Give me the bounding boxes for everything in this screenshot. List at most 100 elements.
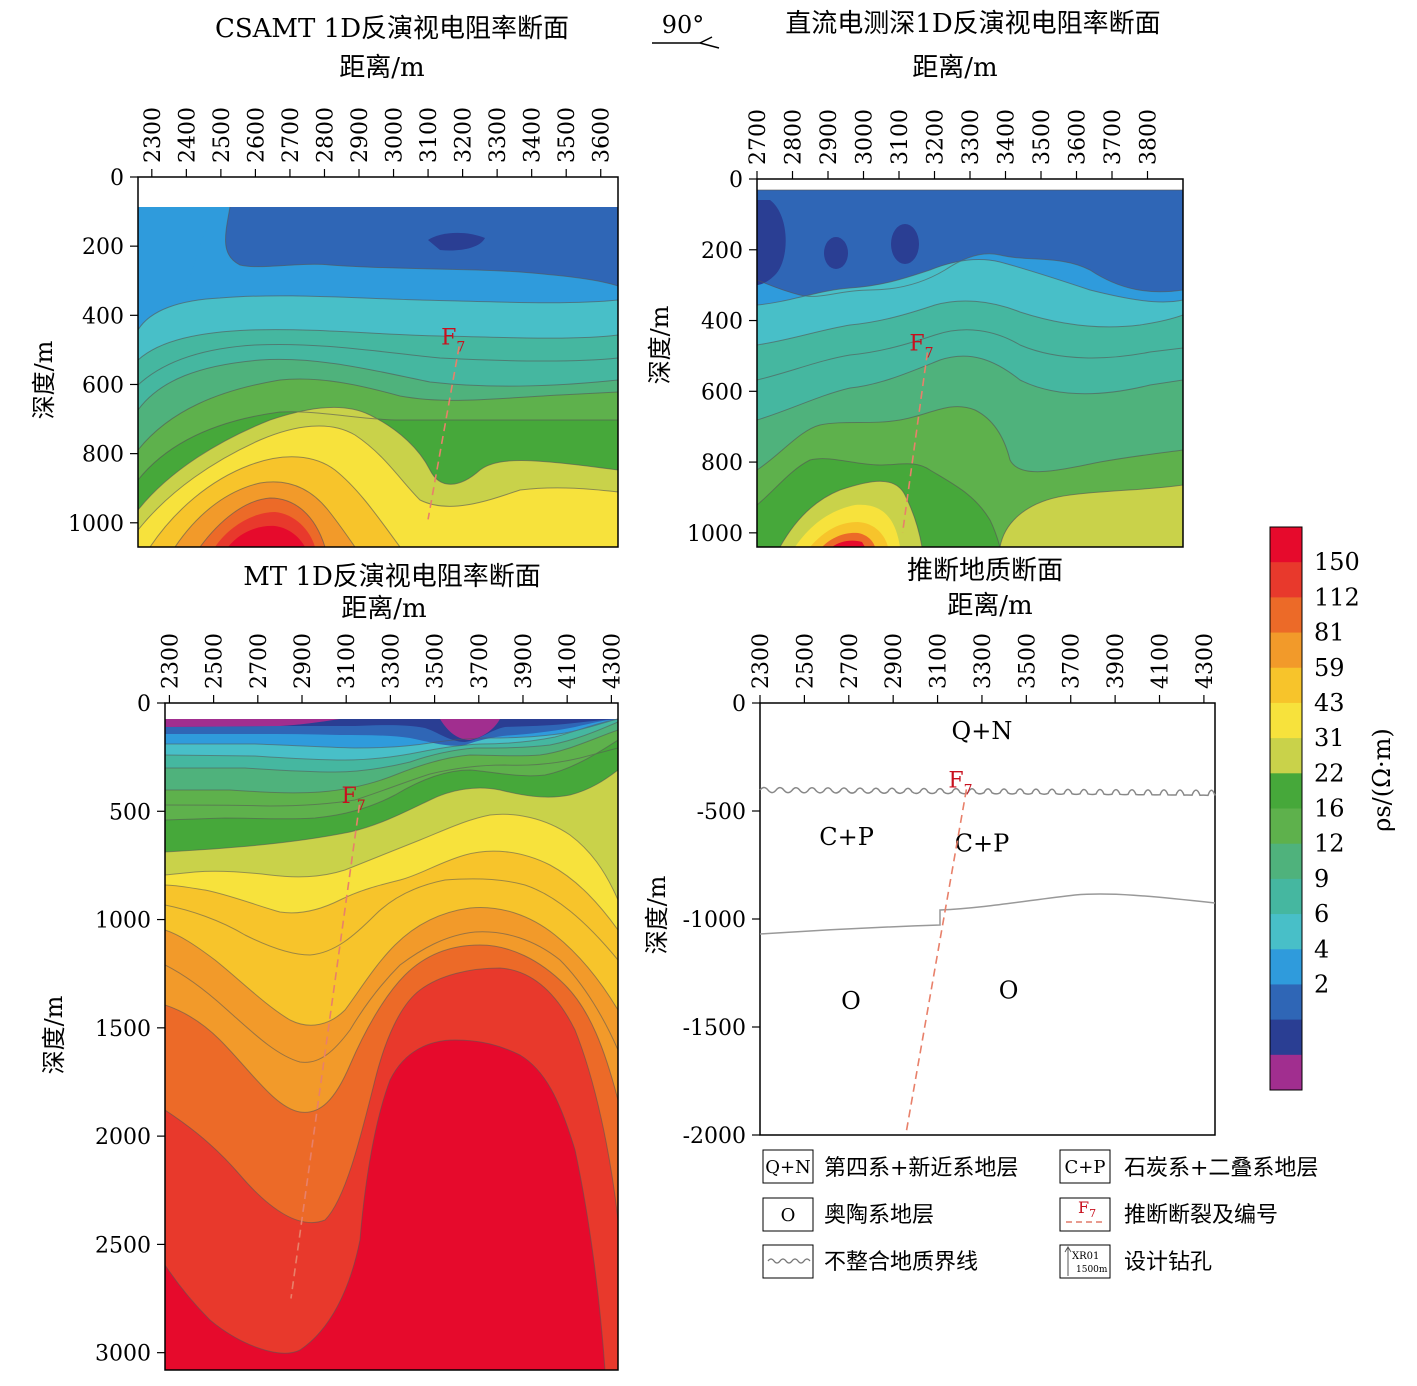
x-tick-label: 3400 [521,107,546,163]
geology-unit-label: O [999,976,1019,1004]
colorbar-swatch [1270,843,1302,880]
legend-label-fault: 推断断裂及编号 [1124,1203,1278,1228]
colorbar-swatch [1270,949,1302,985]
dc-title: 直流电测深1D反演视电阻率断面 [785,9,1160,39]
legend-label-borehole: 设计钻孔 [1124,1250,1212,1275]
x-tick-label: 2900 [882,633,907,689]
x-tick-label: 3300 [379,633,404,689]
x-tick-label: 3900 [512,633,537,689]
csamt-resistivity-field [138,177,618,547]
y-tick-label: 800 [701,451,743,476]
fault-f7-line [901,352,929,533]
formation-boundary-line [759,893,1216,935]
x-tick-label: 2700 [279,107,304,163]
x-tick-label: 3500 [555,107,580,163]
mt-axes: 2300 2500 2700 2900 3100 3300 3500 3700 3900 4100… [40,633,625,1367]
colorbar-swatch [1270,632,1302,669]
y-axis-label: 深度/m [646,305,674,384]
y-axis-label: 深度/m [643,875,671,954]
x-tick-label: 2500 [203,633,228,689]
y-tick-label: 600 [701,380,743,405]
csamt-panel: CSAMT 1D反演视电阻率断面 距离/m [30,14,619,548]
y-axis-label: 深度/m [30,340,58,419]
y-tick-label: 2000 [95,1125,151,1150]
colorbar-level-label: 6 [1314,900,1329,928]
y-tick-label: 200 [701,239,743,264]
legend-label-cp: 石炭系+二叠系地层 [1124,1156,1318,1181]
geology-unit-label: Q+N [952,717,1013,745]
x-tick-label: 3600 [1066,109,1091,165]
csamt-plot-frame [137,176,619,548]
legend-symbol-cp: C+P [1065,1157,1106,1178]
legend-symbol-o: O [781,1205,796,1226]
legend-symbol-qn: Q+N [765,1157,811,1178]
geology-axes: 2300 2500 2700 2900 3100 3300 3500 3700 3900 4100… [643,633,1218,1149]
colorbar-swatch [1270,667,1302,704]
x-tick-label: 3000 [383,107,408,163]
y-tick-label: 2500 [95,1233,151,1258]
x-tick-label: 2900 [348,107,373,163]
x-tick-label: 2400 [175,107,200,163]
geology-unit-label: C+P [819,823,874,851]
y-tick-label: 1000 [95,909,151,934]
x-tick-label: 2300 [158,633,183,689]
colorbar-level-label: 43 [1314,689,1345,717]
x-tick-label: 4100 [1149,633,1174,689]
colorbar-level-label: 4 [1314,935,1329,963]
colorbar-title: ρs/(Ω·m) [1368,728,1396,832]
colorbar-swatch [1270,1054,1302,1091]
x-tick-label: 3100 [417,107,442,163]
y-tick-label: 0 [110,166,124,191]
x-tick-label: 3400 [995,109,1020,165]
colorbar-swatch [1270,984,1302,1021]
colorbar-swatch [1270,914,1302,950]
direction-label: 90° [662,11,705,39]
legend-symbol-borehole: XR01 [1072,1251,1099,1262]
y-tick-label: 0 [732,692,746,717]
x-tick-label: 2900 [817,109,842,165]
x-tick-label: 3700 [1060,633,1085,689]
x-tick-label: 3100 [335,633,360,689]
fault-f7-line [905,789,968,1131]
x-tick-label: 3800 [1137,109,1162,165]
colorbar-swatch [1270,562,1302,598]
geology-units: Q+N C+P C+P O O [819,717,1018,1015]
colorbar-swatch [1270,808,1302,845]
dc-axes: 2700 2800 2900 3000 3100 3200 3300 3400 3500 3600… [646,109,1162,547]
y-tick-label: -1500 [683,1016,746,1041]
colorbar-level-label: 16 [1314,795,1345,823]
x-tick-label: 3500 [1030,109,1055,165]
x-tick-label: 3700 [468,633,493,689]
colorbar-swatch [1270,527,1302,563]
y-tick-label: 800 [82,443,124,468]
mt-resistivity-field [165,703,618,1370]
x-tick-label: 3200 [924,109,949,165]
y-tick-label: -500 [697,800,746,825]
colorbar-swatch [1270,738,1302,774]
x-tick-label: 3700 [1101,109,1126,165]
geology-unit-label: C+P [955,829,1010,857]
x-tick-label: 2300 [141,107,166,163]
colorbar-level-label: 22 [1314,759,1345,787]
geology-title: 推断地质断面 [907,556,1063,586]
x-tick-label: 2800 [313,107,338,163]
dc-panel: 直流电测深1D反演视电阻率断面 距离/m [646,9,1184,548]
x-tick-label: 4300 [600,633,625,689]
x-tick-label: 2900 [291,633,316,689]
mt-plot-frame [164,702,619,1371]
colorbar-level-label: 112 [1314,583,1360,611]
svg-text:1500m: 1500m [1076,1265,1108,1275]
fault-f7-line [427,346,460,520]
x-tick-label: 3500 [424,633,449,689]
geology-xlabel: 距离/m [947,591,1032,621]
colorbar-swatch [1270,773,1302,809]
x-tick-label: 3100 [927,633,952,689]
x-tick-label: 3500 [1015,633,1040,689]
csamt-title: CSAMT 1D反演视电阻率断面 [215,14,569,44]
x-tick-label: 3100 [888,109,913,165]
colorbar-swatch [1270,878,1302,915]
direction-indicator: 90° [652,11,720,49]
csamt-xlabel: 距离/m [339,53,424,83]
